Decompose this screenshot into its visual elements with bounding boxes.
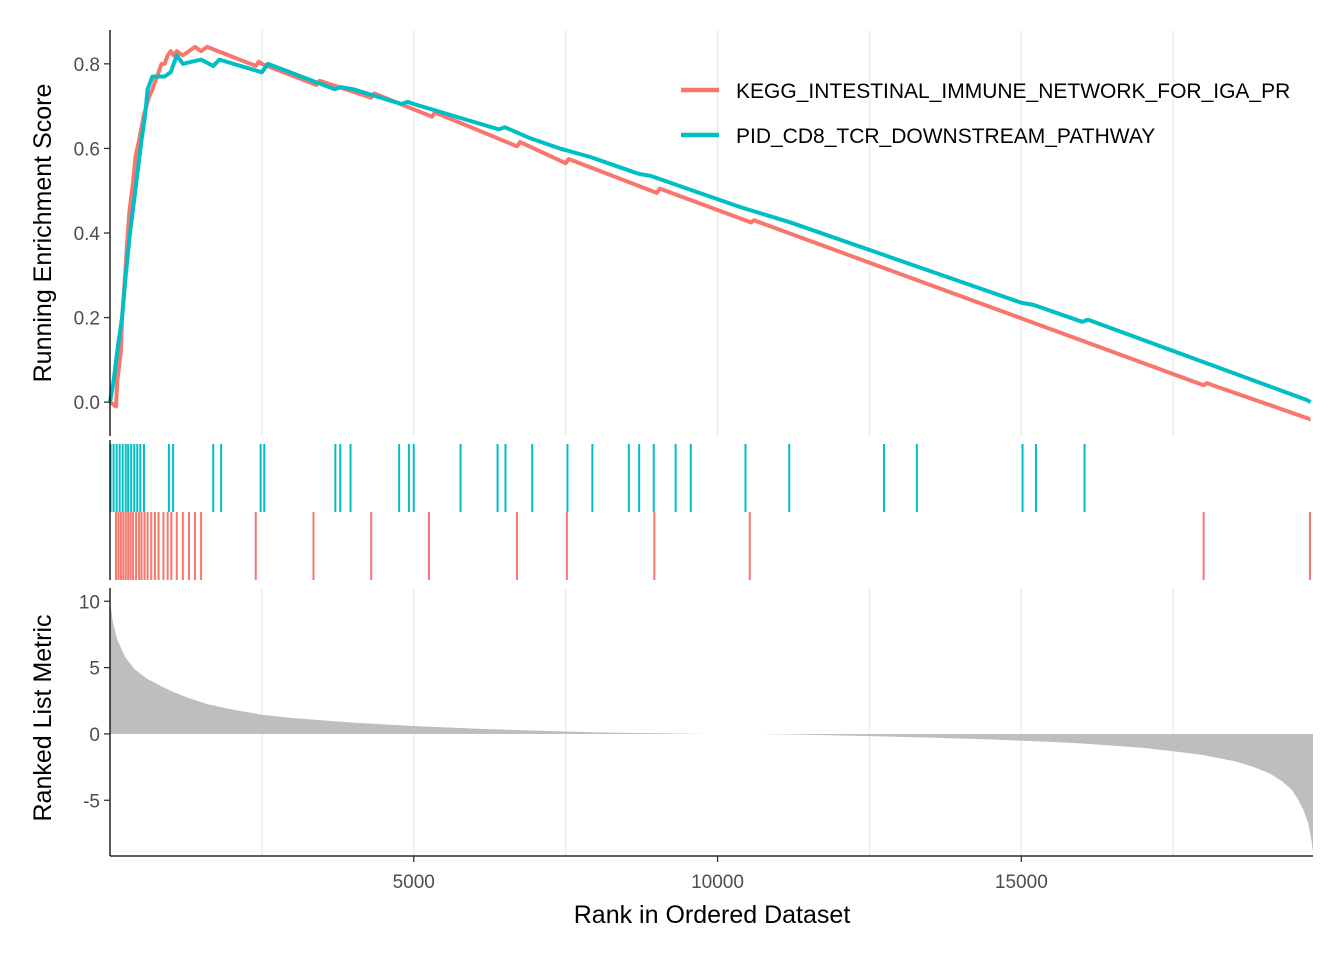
y-axis-title-bottom: Ranked List Metric <box>29 614 57 821</box>
y-tick-label-bottom: -5 <box>83 791 100 812</box>
axes <box>104 30 1313 862</box>
y-tick-label-top: 0.4 <box>74 224 101 245</box>
y-tick-label-bottom: 5 <box>89 659 100 680</box>
x-tick-label: 15000 <box>995 872 1048 893</box>
y-tick-label-top: 0.6 <box>74 139 100 160</box>
metric-gap <box>706 588 758 856</box>
grid-lines <box>261 30 1174 856</box>
y-tick-label-top: 0.0 <box>74 393 100 414</box>
es-line-kegg <box>108 44 1312 422</box>
x-tick-label: 10000 <box>691 872 744 893</box>
enrichment-curves <box>108 44 1312 422</box>
tick-labels: 0.0 0.2 0.4 0.6 0.8 -5 0 5 10 5000 10000 15000 <box>74 55 1048 893</box>
y-axis-title-top: Running Enrichment Score <box>29 84 57 383</box>
legend-label-pid: PID_CD8_TCR_DOWNSTREAM_PATHWAY <box>736 125 1155 148</box>
x-tick-label: 5000 <box>393 872 435 893</box>
legend-label-kegg: KEGG_INTESTINAL_IMMUNE_NETWORK_FOR_IGA_P… <box>736 80 1290 103</box>
x-axis-title: Rank in Ordered Dataset <box>574 901 851 929</box>
es-line-pid <box>108 53 1312 404</box>
ranked-metric-panel <box>110 588 1313 856</box>
legend: KEGG_INTESTINAL_IMMUNE_NETWORK_FOR_IGA_P… <box>681 80 1290 148</box>
y-tick-label-bottom: 0 <box>89 725 100 746</box>
y-tick-label-bottom: 10 <box>79 592 100 613</box>
ranked-metric-area <box>110 601 1313 853</box>
gene-hit-panel <box>109 444 1311 580</box>
y-tick-label-top: 0.8 <box>74 55 100 76</box>
y-tick-label-top: 0.2 <box>74 309 100 330</box>
